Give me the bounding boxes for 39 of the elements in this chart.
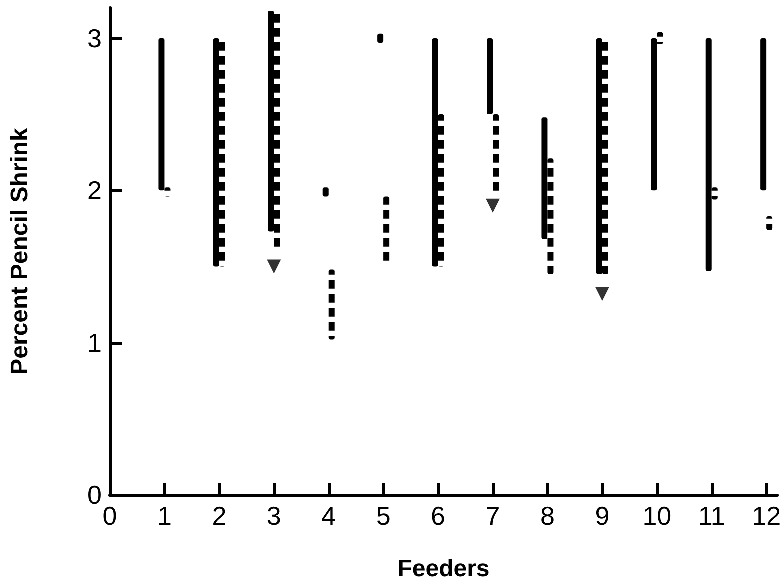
bar <box>766 216 773 230</box>
bar <box>651 38 658 191</box>
y-tick-label: 2 <box>88 176 102 206</box>
y-tick-label: 3 <box>88 23 102 54</box>
x-tick-label: 1 <box>157 501 172 531</box>
x-tick-label: 10 <box>642 501 672 531</box>
x-tick-label: 6 <box>431 501 446 531</box>
bar <box>602 38 608 274</box>
x-axis-title: Feeders <box>398 556 490 582</box>
y-tick-label: 0 <box>88 480 102 510</box>
x-tick-label: 4 <box>322 501 336 531</box>
bar <box>548 158 554 274</box>
bar <box>542 118 548 240</box>
y-tick-label: 1 <box>88 328 102 358</box>
bar <box>328 270 335 340</box>
y-axis-title: Percent Pencil Shrink <box>6 127 34 375</box>
bar <box>158 38 165 191</box>
bar <box>712 188 718 200</box>
point <box>486 198 500 213</box>
bar <box>219 41 226 267</box>
x-tick-label: 3 <box>266 501 282 531</box>
bar <box>268 11 274 232</box>
x-tick-label: 8 <box>540 501 555 531</box>
point <box>267 260 282 274</box>
bar <box>487 38 493 115</box>
x-tick-label: 9 <box>595 501 610 531</box>
x-tick-label: 5 <box>376 501 391 531</box>
bar <box>706 38 712 272</box>
x-tick-label: 7 <box>486 501 500 531</box>
bar <box>213 38 220 267</box>
bar <box>760 38 767 191</box>
bar <box>657 32 664 45</box>
point <box>595 287 610 302</box>
x-tick-label: 11 <box>698 501 726 531</box>
bar <box>438 114 444 267</box>
x-tick-label: 12 <box>752 501 782 531</box>
bar <box>596 38 602 274</box>
x-tick-label: 2 <box>212 501 227 531</box>
bar <box>432 38 438 267</box>
